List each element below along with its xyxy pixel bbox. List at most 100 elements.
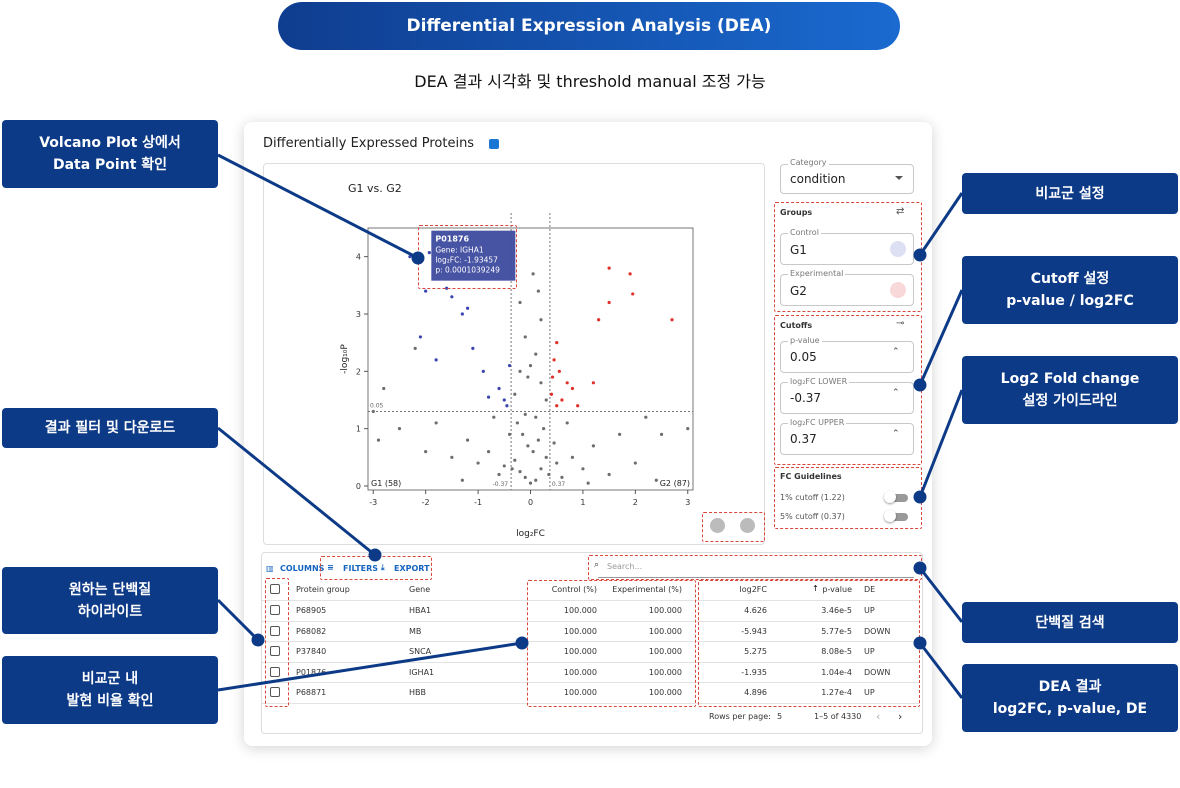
data-point bbox=[547, 472, 551, 477]
table-cell: 100.000 bbox=[563, 647, 597, 656]
data-point bbox=[591, 444, 596, 448]
spinner[interactable]: ⌃ bbox=[892, 347, 900, 357]
info-icon[interactable] bbox=[489, 139, 499, 149]
filters-button[interactable]: FILTERS bbox=[343, 564, 379, 573]
table-cell: 4.896 bbox=[744, 688, 767, 697]
next-page[interactable]: › bbox=[898, 710, 903, 723]
sort-icon: ↑ bbox=[812, 584, 819, 593]
cutoff-input[interactable] bbox=[780, 341, 914, 373]
callout: Cutoff 설정 p-value / log2FC bbox=[962, 256, 1178, 324]
rows-per-page[interactable]: 5 bbox=[777, 712, 783, 721]
data-point bbox=[607, 266, 611, 270]
data-point bbox=[534, 352, 538, 356]
spinner[interactable]: ⌃ bbox=[892, 429, 900, 439]
toggle-2[interactable] bbox=[886, 513, 908, 521]
data-point bbox=[555, 461, 559, 465]
data-point bbox=[555, 404, 559, 408]
toggle-1[interactable] bbox=[886, 494, 908, 502]
column-header: p-value bbox=[822, 585, 852, 594]
table-cell: P01876 bbox=[296, 667, 327, 677]
data-point bbox=[633, 461, 637, 465]
data-point bbox=[486, 449, 491, 454]
category-select[interactable] bbox=[780, 164, 914, 194]
data-point bbox=[607, 300, 611, 305]
search-icon: ⌕ bbox=[594, 560, 600, 570]
search-input[interactable]: Search... bbox=[607, 562, 643, 571]
row-checkbox[interactable] bbox=[270, 666, 280, 677]
data-point bbox=[434, 358, 438, 362]
row-divider bbox=[262, 641, 920, 642]
callout-text: 비교군 설정 bbox=[1035, 185, 1105, 202]
row-divider bbox=[262, 620, 920, 622]
data-point bbox=[628, 272, 632, 276]
download-icon[interactable] bbox=[710, 518, 725, 533]
data-point bbox=[413, 346, 417, 350]
row-checkbox[interactable] bbox=[270, 646, 280, 656]
control-color[interactable] bbox=[890, 241, 906, 257]
table-cell: P68905 bbox=[296, 606, 327, 615]
column-header: Experimental (%) bbox=[612, 585, 682, 594]
table-cell: 100.000 bbox=[648, 626, 682, 636]
cutoff-input[interactable] bbox=[780, 382, 914, 414]
data-point bbox=[497, 472, 501, 477]
data-point bbox=[597, 318, 601, 322]
data-point bbox=[536, 289, 540, 293]
cutoff-input[interactable] bbox=[780, 423, 914, 455]
data-point bbox=[481, 369, 485, 373]
data-point bbox=[518, 300, 522, 305]
row-divider bbox=[262, 682, 920, 683]
experimental-label: Experimental bbox=[788, 269, 846, 278]
highlight-checkboxes bbox=[265, 578, 289, 707]
cutoff-label: log₂FC UPPER bbox=[788, 418, 847, 427]
data-point bbox=[552, 358, 556, 362]
data-point bbox=[471, 346, 475, 350]
data-point bbox=[607, 472, 611, 477]
callout: 원하는 단백질 하이라이트 bbox=[2, 567, 218, 634]
data-point bbox=[382, 386, 386, 391]
experimental-color[interactable] bbox=[890, 282, 906, 298]
page-range: 1–5 of 4330 bbox=[814, 712, 862, 721]
row-checkbox[interactable] bbox=[270, 687, 280, 697]
data-point bbox=[502, 464, 506, 468]
table-cell: 100.000 bbox=[563, 688, 597, 697]
y-tick-label: 1 bbox=[356, 425, 361, 434]
chart-box bbox=[263, 163, 765, 545]
settings-icon[interactable] bbox=[740, 518, 755, 533]
spinner[interactable]: ⌃ bbox=[892, 388, 900, 398]
table-cell: P68082 bbox=[296, 626, 327, 636]
y-axis-label: -log₁₀P bbox=[340, 344, 350, 374]
data-point bbox=[542, 427, 546, 431]
data-point bbox=[550, 375, 555, 379]
table-cell: -5.943 bbox=[741, 626, 767, 636]
callout: 단백질 검색 bbox=[962, 602, 1178, 643]
data-point bbox=[513, 392, 517, 396]
export-button[interactable]: EXPORT bbox=[394, 564, 430, 573]
prev-page[interactable]: ‹ bbox=[876, 710, 881, 723]
table-cell: 1.04e-4 bbox=[821, 667, 852, 677]
data-point bbox=[507, 432, 512, 436]
swap-icon[interactable]: ⇄ bbox=[896, 206, 905, 217]
data-point bbox=[631, 292, 635, 296]
data-point bbox=[424, 289, 428, 293]
group-count: G1 (58) bbox=[371, 479, 401, 488]
columns-icon: ▥ bbox=[266, 564, 274, 573]
row-divider bbox=[262, 661, 920, 663]
volcano-plot: G1 vs. G2 log₂FC -log₁₀P -3 -2 -1 0 1 2 3 0 1 2 3 4 0.0… bbox=[340, 182, 694, 539]
export-icon: ⤓ bbox=[381, 563, 385, 572]
row-checkbox[interactable] bbox=[270, 625, 280, 636]
row-divider bbox=[262, 703, 920, 704]
data-point bbox=[560, 475, 564, 479]
table-cell: 1.27e-4 bbox=[821, 688, 852, 697]
x-tick-label: 2 bbox=[633, 498, 638, 507]
category-value: condition bbox=[790, 172, 846, 186]
data-point bbox=[570, 455, 575, 459]
panel-title: Differentially Expressed Proteins bbox=[263, 136, 475, 151]
table-cell: -1.935 bbox=[741, 667, 767, 677]
row-checkbox[interactable] bbox=[270, 605, 280, 615]
columns-button[interactable]: COLUMNS bbox=[280, 564, 325, 573]
column-header: Protein group bbox=[296, 585, 350, 594]
header-checkbox[interactable] bbox=[270, 584, 280, 594]
tooltip-title: P01876 bbox=[435, 235, 469, 244]
data-point bbox=[560, 398, 564, 402]
